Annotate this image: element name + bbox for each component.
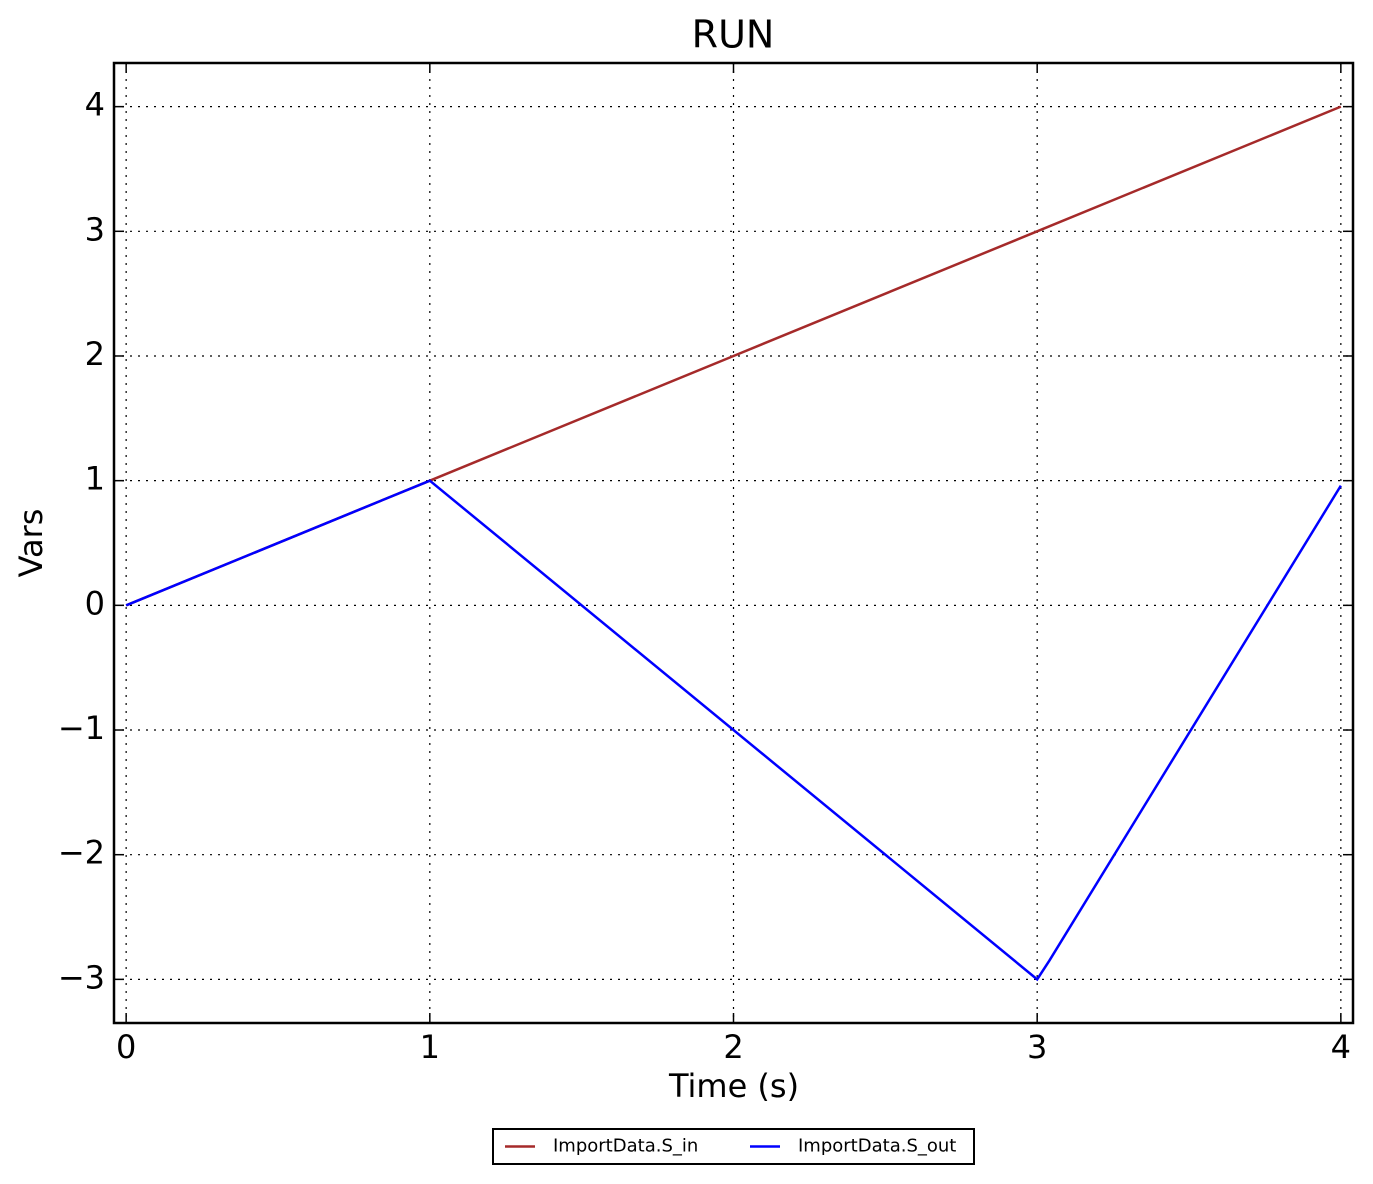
y-tick-label: 0 bbox=[85, 584, 105, 622]
x-tick-label: 4 bbox=[1331, 1028, 1351, 1066]
x-tick-label: 1 bbox=[420, 1028, 440, 1066]
legend-box bbox=[492, 1128, 975, 1165]
y-tick-label: −2 bbox=[58, 834, 105, 872]
y-tick-label: 4 bbox=[85, 86, 105, 124]
x-tick-label: 2 bbox=[723, 1028, 743, 1066]
y-tick-label: −1 bbox=[58, 709, 105, 747]
y-tick-label: 2 bbox=[85, 335, 105, 373]
chart-title: RUN bbox=[692, 13, 775, 57]
x-axis-label: Time (s) bbox=[668, 1067, 799, 1105]
y-axis-label: Vars bbox=[12, 509, 50, 578]
legend-label: ImportData.S_out bbox=[798, 1136, 956, 1157]
y-tick-label: 1 bbox=[85, 460, 105, 498]
x-tick-label: 0 bbox=[116, 1028, 136, 1066]
series-line bbox=[125, 479, 1342, 982]
y-tick-label: 3 bbox=[85, 210, 105, 248]
x-tick-label: 3 bbox=[1027, 1028, 1047, 1066]
y-tick-label: −3 bbox=[58, 958, 105, 996]
legend-label: ImportData.S_in bbox=[553, 1136, 698, 1157]
plot-frame bbox=[112, 61, 1355, 1025]
